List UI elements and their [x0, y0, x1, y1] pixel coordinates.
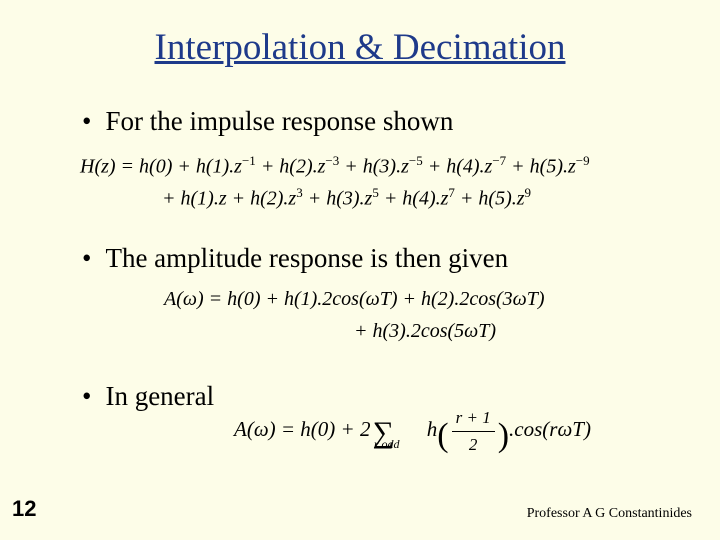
page-number: 12	[12, 496, 36, 522]
slide-content: • For the impulse response shown H(z) = …	[0, 69, 720, 457]
equation-aw: A(ω) = h(0) + h(1).2cos(ωT) + h(2).2cos(…	[164, 284, 666, 346]
equation-hz: H(z) = h(0) + h(1).z−1 + h(2).z−3 + h(3)…	[80, 151, 666, 214]
equation-general-suffix: .cos(rωT)	[509, 417, 591, 441]
footer-author: Professor A G Constantinides	[527, 506, 692, 522]
bullet-dot: •	[82, 244, 91, 274]
bullet-dot: •	[82, 107, 91, 137]
equation-general: A(ω) = h(0) + 2∑r odd h(r + 12).cos(rωT)	[234, 405, 666, 457]
equation-h-open: h	[427, 417, 438, 441]
fraction-denominator: 2	[452, 432, 495, 458]
bullet-3-text: In general	[105, 382, 214, 412]
equation-hz-line2: + h(1).z + h(2).z3 + h(3).z5 + h(4).z7 +…	[162, 183, 666, 214]
bullet-2: • The amplitude response is then given	[54, 244, 666, 274]
equation-aw-line1: A(ω) = h(0) + h(1).2cos(ωT) + h(2).2cos(…	[164, 284, 666, 314]
equation-fraction: r + 12	[452, 405, 495, 457]
bullet-2-text: The amplitude response is then given	[105, 244, 508, 274]
summation-subscript: r odd	[374, 437, 400, 451]
equation-hz-line1: H(z) = h(0) + h(1).z−1 + h(2).z−3 + h(3)…	[80, 151, 666, 182]
bullet-dot: •	[82, 382, 91, 412]
slide-title: Interpolation & Decimation	[0, 0, 720, 69]
bullet-1: • For the impulse response shown	[54, 107, 666, 137]
bullet-1-text: For the impulse response shown	[105, 107, 453, 137]
equation-general-prefix: A(ω) = h(0) + 2	[234, 417, 370, 441]
equation-aw-line2: + h(3).2cos(5ωT)	[354, 316, 666, 346]
fraction-numerator: r + 1	[452, 405, 495, 432]
